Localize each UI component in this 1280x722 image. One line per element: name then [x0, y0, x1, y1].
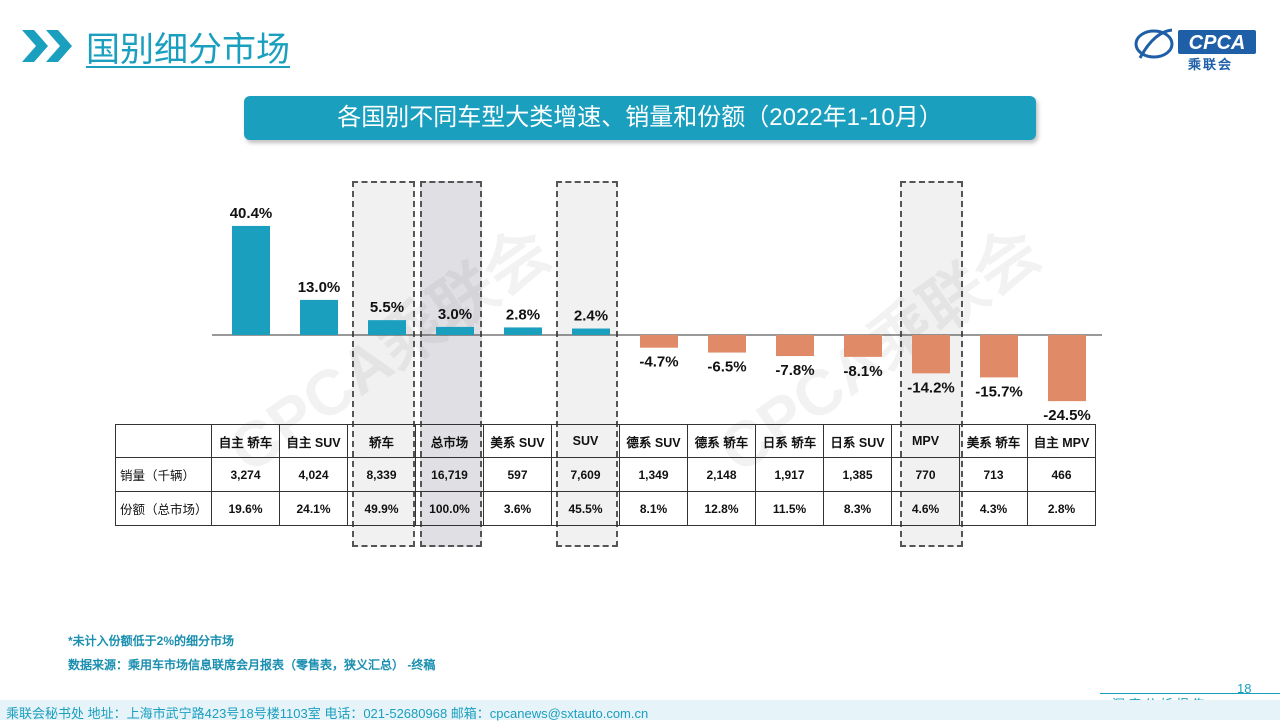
column-header: 德系 轿车 [687, 424, 756, 458]
data-label: -8.1% [843, 363, 882, 380]
table-cell: 24.1% [279, 491, 348, 526]
data-label: 40.4% [230, 205, 273, 222]
table-row: 份额（总市场） 19.6% 24.1% 49.9% 100.0% 3.6% 45.5% 8.1… [115, 491, 1096, 526]
bar [368, 320, 406, 335]
logo-label: 乘联会 [1188, 57, 1234, 72]
table-cell: 597 [483, 457, 552, 492]
column-header: 日系 轿车 [755, 424, 824, 458]
data-label: 3.0% [438, 306, 472, 323]
data-table: 自主 轿车 自主 SUV 轿车 总市场 美系 SUV SUV 德系 SUV 德系 轿车 日系 轿… [115, 424, 1096, 526]
data-source-note: 数据来源：乘用车市场信息联席会月报表（零售表，狭义汇总） -终稿 [68, 658, 436, 672]
table-cell: 8.3% [823, 491, 892, 526]
data-label: -7.8% [775, 362, 814, 379]
table-cell: 3,274 [211, 457, 280, 492]
table-cell: 2.8% [1027, 491, 1096, 526]
bar [232, 225, 270, 335]
table-row: 销量（千辆） 3,274 4,024 8,339 16,719 597 7,609 1,349… [115, 457, 1096, 492]
data-label: 5.5% [370, 299, 404, 316]
data-label: 2.4% [574, 308, 608, 325]
page-number: 18 [1237, 681, 1252, 696]
growth-bar-chart: 40.4% 13.0% 5.5% 3.0% 2.8% 2.4% -4.7% -6.5% -7.8… [212, 205, 1102, 424]
column-header: 德系 SUV [619, 424, 688, 458]
table-cell: 7,609 [551, 457, 620, 492]
data-label: 2.8% [506, 306, 540, 323]
table-cell: 8,339 [347, 457, 416, 492]
data-label: -14.2% [907, 379, 955, 396]
table-cell: 8.1% [619, 491, 688, 526]
column-header: 美系 SUV [483, 424, 552, 458]
table-cell: 16,719 [415, 457, 484, 492]
table-cell: 4.6% [891, 491, 960, 526]
bar [504, 327, 542, 335]
bar [980, 335, 1018, 378]
footer-bar [0, 700, 1280, 720]
column-header: 轿车 [347, 424, 416, 458]
column-header: 总市场 [415, 424, 484, 458]
table-cell: 11.5% [755, 491, 824, 526]
bar [708, 335, 746, 353]
cpca-logo-icon: CPCA [1134, 28, 1256, 59]
table-cell: 1,349 [619, 457, 688, 492]
data-label: -4.7% [639, 354, 678, 371]
column-header: 美系 轿车 [959, 424, 1028, 458]
data-label: -15.7% [975, 383, 1023, 400]
table-cell: 466 [1027, 457, 1096, 492]
bar [300, 299, 338, 335]
row-label: 销量（千辆） [115, 457, 212, 492]
table-cell: 1,385 [823, 457, 892, 492]
table-cell: 3.6% [483, 491, 552, 526]
bar [572, 328, 610, 335]
table-header-row: 自主 轿车 自主 SUV 轿车 总市场 美系 SUV SUV 德系 SUV 德系 轿车 日系 轿… [115, 424, 1096, 458]
column-header: 日系 SUV [823, 424, 892, 458]
table-cell: 2,148 [687, 457, 756, 492]
svg-text:CPCA: CPCA [1189, 32, 1246, 54]
column-header: 自主 MPV [1027, 424, 1096, 458]
column-header: 自主 轿车 [211, 424, 280, 458]
page-title: 国别细分市场 [86, 31, 290, 69]
chevron-right-icon [22, 30, 72, 62]
table-cell: 1,917 [755, 457, 824, 492]
table-cell: 4.3% [959, 491, 1028, 526]
table-cell: 45.5% [551, 491, 620, 526]
bar [844, 335, 882, 357]
bar [436, 326, 474, 335]
bar [1048, 335, 1086, 402]
table-cell: 100.0% [415, 491, 484, 526]
table-cell: 12.8% [687, 491, 756, 526]
footnote: *未计入份额低于2%的细分市场 [68, 634, 235, 648]
table-cell: 713 [959, 457, 1028, 492]
table-cell: 770 [891, 457, 960, 492]
table-corner-cell [115, 424, 212, 458]
data-label: 13.0% [298, 279, 341, 296]
bar [776, 335, 814, 357]
table-cell: 49.9% [347, 491, 416, 526]
footer-contact: 乘联会秘书处 地址：上海市武宁路423号18号楼1103室 电话：021-526… [6, 706, 649, 721]
row-label: 份额（总市场） [115, 491, 212, 526]
bar [912, 335, 950, 374]
column-header: MPV [891, 424, 960, 458]
data-label: -6.5% [707, 359, 746, 376]
footer-divider [1100, 693, 1280, 694]
data-label: -24.5% [1043, 407, 1091, 424]
chart-title: 各国别不同车型大类增速、销量和份额（2022年1-10月） [337, 104, 943, 131]
table-cell: 4,024 [279, 457, 348, 492]
column-header: SUV [551, 424, 620, 458]
table-cell: 19.6% [211, 491, 280, 526]
bar [640, 335, 678, 348]
chart-banner: 各国别不同车型大类增速、销量和份额（2022年1-10月） [244, 96, 1036, 140]
column-header: 自主 SUV [279, 424, 348, 458]
